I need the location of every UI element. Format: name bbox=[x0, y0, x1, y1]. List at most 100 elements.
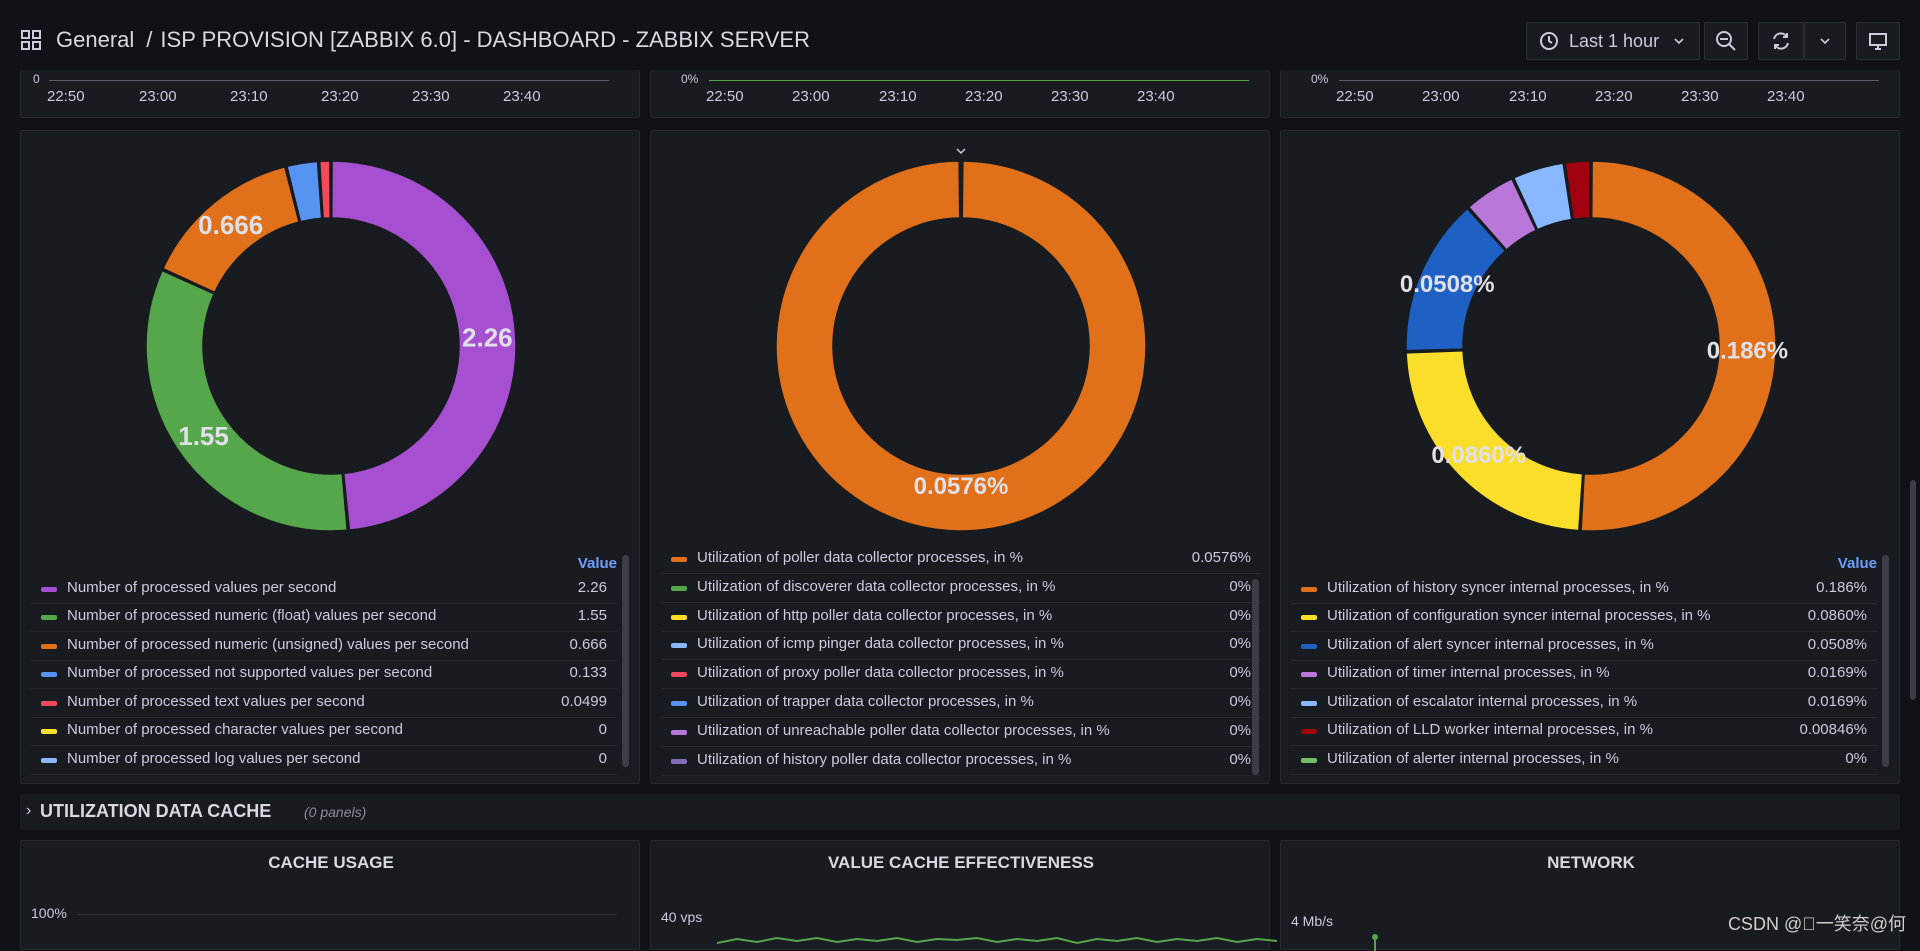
legend-swatch bbox=[41, 672, 57, 677]
legend-swatch bbox=[1301, 672, 1317, 677]
time-range-label: Last 1 hour bbox=[1569, 30, 1660, 51]
legend-series-value: 0.0508% bbox=[1807, 636, 1867, 653]
grid-line bbox=[77, 914, 617, 915]
y-axis-label: 4 Mb/s bbox=[1291, 913, 1334, 929]
legend-item[interactable]: Utilization of configuration syncer inte… bbox=[1291, 603, 1877, 632]
legend-item[interactable]: Number of processed numeric (float) valu… bbox=[31, 603, 617, 632]
legend-item[interactable]: Utilization of history poller data colle… bbox=[661, 747, 1261, 776]
legend-series-value: 2.26 bbox=[577, 579, 607, 596]
legend-item[interactable]: Utilization of escalator internal proces… bbox=[1291, 689, 1877, 718]
refresh-interval-dropdown[interactable] bbox=[1804, 22, 1846, 60]
row-title: UTILIZATION DATA CACHE bbox=[40, 801, 272, 821]
legend-series-value: 0% bbox=[1229, 751, 1251, 768]
legend-item[interactable]: Utilization of proxy poller data collect… bbox=[661, 660, 1261, 689]
legend-swatch bbox=[671, 730, 687, 735]
pie-slice[interactable] bbox=[285, 160, 323, 223]
legend-series-name: Number of processed log values per secon… bbox=[67, 750, 361, 767]
legend-item[interactable]: Number of processed text values per seco… bbox=[31, 689, 617, 718]
value-cache-series-line bbox=[717, 936, 1277, 945]
legend-scrollbar[interactable] bbox=[1882, 555, 1889, 767]
legend-item[interactable]: Utilization of http poller data collecto… bbox=[661, 603, 1261, 632]
x-tick: 23:10 bbox=[879, 88, 917, 105]
legend-swatch bbox=[671, 586, 687, 591]
legend-series-name: Number of processed values per second bbox=[67, 579, 337, 596]
legend-swatch bbox=[671, 615, 687, 620]
dashboards-grid-icon[interactable] bbox=[20, 29, 42, 51]
legend-series-value: 0.0499 bbox=[561, 693, 607, 710]
legend-item[interactable]: Number of processed numeric (unsigned) v… bbox=[31, 632, 617, 661]
legend-series-value: 0 bbox=[598, 721, 607, 738]
legend-item[interactable]: Utilization of history syncer internal p… bbox=[1291, 575, 1877, 604]
axis-line bbox=[1339, 80, 1879, 81]
pie-slice-label: 0.186% bbox=[1707, 338, 1788, 365]
legend-series-name: Utilization of LLD worker internal proce… bbox=[1327, 721, 1653, 738]
pie-slice[interactable] bbox=[1564, 160, 1591, 221]
legend-swatch bbox=[1301, 729, 1317, 734]
zoom-out-button[interactable] bbox=[1704, 22, 1748, 60]
legend-item[interactable]: Utilization of alert syncer internal pro… bbox=[1291, 632, 1877, 661]
pie-legend-3: Utilization of history syncer internal p… bbox=[1291, 575, 1877, 779]
legend-item[interactable]: Number of processed log values per secon… bbox=[31, 746, 617, 775]
pie-slice[interactable] bbox=[1405, 207, 1507, 352]
legend-value-header[interactable]: Value bbox=[577, 555, 617, 572]
legend-swatch bbox=[41, 701, 57, 706]
pie-slice[interactable] bbox=[1580, 160, 1777, 532]
legend-item[interactable]: Utilization of discoverer data collector… bbox=[661, 574, 1261, 603]
legend-item[interactable]: Number of processed character values per… bbox=[31, 717, 617, 746]
legend-scrollbar[interactable] bbox=[622, 555, 629, 767]
legend-value-header[interactable]: Value bbox=[1837, 555, 1877, 572]
legend-swatch bbox=[671, 701, 687, 706]
legend-item[interactable]: Utilization of trapper data collector pr… bbox=[661, 689, 1261, 718]
x-tick: 22:50 bbox=[47, 88, 85, 105]
pie-slice[interactable] bbox=[1405, 349, 1584, 532]
chevron-down-icon bbox=[1674, 38, 1684, 45]
pie-slice[interactable] bbox=[318, 160, 331, 220]
pie-slice[interactable] bbox=[331, 160, 517, 531]
legend-series-name: Utilization of unreachable poller data c… bbox=[697, 722, 1110, 739]
legend-item[interactable]: Number of processed values per second 2.2… bbox=[31, 575, 617, 604]
legend-item[interactable]: Utilization of unreachable poller data c… bbox=[661, 718, 1261, 747]
cache-usage-panel: CACHE USAGE 100% bbox=[20, 840, 640, 950]
x-tick: 23:30 bbox=[1051, 88, 1089, 105]
refresh-button[interactable] bbox=[1758, 22, 1804, 60]
breadcrumb-folder[interactable]: General bbox=[56, 27, 135, 52]
top-timeseries-panel-3: 0% 22:50 23:00 23:10 23:20 23:30 23:40 bbox=[1280, 70, 1900, 118]
time-range-picker[interactable]: Last 1 hour bbox=[1526, 22, 1700, 60]
pie-slice[interactable] bbox=[1512, 162, 1573, 231]
legend-swatch bbox=[1301, 644, 1317, 649]
pie-slice[interactable] bbox=[145, 269, 349, 532]
legend-item[interactable]: Number of processed not supported values… bbox=[31, 660, 617, 689]
panel-menu-chevron-icon[interactable] bbox=[954, 147, 968, 157]
pie-slice-label: 0.0860% bbox=[1431, 442, 1526, 469]
legend-swatch bbox=[1301, 758, 1317, 763]
panel-title: VALUE CACHE EFFECTIVENESS bbox=[827, 853, 1095, 872]
dashboard-title[interactable]: ISP PROVISION [ZABBIX 6.0] - DASHBOARD -… bbox=[160, 27, 810, 52]
legend-item[interactable]: Utilization of poller data collector pro… bbox=[661, 545, 1261, 574]
legend-series-name: Utilization of trapper data collector pr… bbox=[697, 693, 1034, 710]
pie-slice[interactable] bbox=[161, 165, 300, 294]
axis-line bbox=[49, 80, 609, 81]
legend-swatch bbox=[41, 587, 57, 592]
legend-series-value: 0% bbox=[1229, 635, 1251, 652]
pie-slice[interactable] bbox=[775, 160, 1147, 532]
x-tick: 23:20 bbox=[1595, 88, 1633, 105]
row-utilization-data-cache[interactable]: › UTILIZATION DATA CACHE (0 panels) bbox=[20, 794, 1900, 830]
legend-series-name: Number of processed numeric (unsigned) v… bbox=[67, 636, 469, 653]
tv-mode-button[interactable] bbox=[1856, 22, 1900, 60]
legend-swatch bbox=[671, 643, 687, 648]
pie-slice[interactable] bbox=[1467, 177, 1538, 251]
legend-swatch bbox=[41, 758, 57, 763]
legend-item[interactable]: Utilization of icmp pinger data collecto… bbox=[661, 631, 1261, 660]
legend-series-name: Utilization of alerter internal processe… bbox=[1327, 750, 1619, 767]
legend-series-name: Utilization of icmp pinger data collecto… bbox=[697, 635, 1064, 652]
legend-swatch bbox=[41, 644, 57, 649]
axis-line bbox=[709, 80, 1249, 81]
breadcrumb: General / ISP PROVISION [ZABBIX 6.0] - D… bbox=[20, 24, 810, 56]
legend-item[interactable]: Utilization of LLD worker internal proce… bbox=[1291, 717, 1877, 746]
legend-scrollbar[interactable] bbox=[1252, 579, 1259, 775]
panel-title: NETWORK bbox=[1547, 853, 1635, 872]
legend-item[interactable]: Utilization of alerter internal processe… bbox=[1291, 746, 1877, 775]
x-tick: 23:10 bbox=[1509, 88, 1547, 105]
page-scrollbar[interactable] bbox=[1910, 480, 1916, 700]
legend-item[interactable]: Utilization of timer internal processes,… bbox=[1291, 660, 1877, 689]
